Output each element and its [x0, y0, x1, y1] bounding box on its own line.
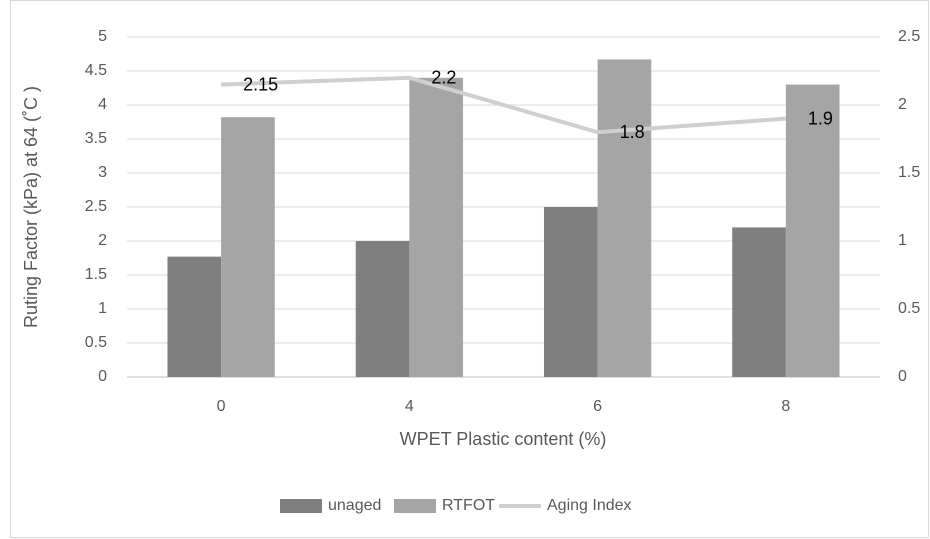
bar	[355, 241, 410, 377]
legend-key	[280, 499, 322, 513]
x-tick-label: 6	[593, 398, 602, 415]
x-tick-label: 0	[217, 398, 226, 415]
data-label: 1.8	[620, 122, 645, 142]
data-label: 1.9	[808, 108, 833, 128]
legend-label: unaged	[328, 497, 381, 514]
bar	[597, 59, 652, 377]
bar	[409, 77, 464, 378]
y-tick-label: 2	[98, 232, 107, 249]
y-tick-label: 3.5	[85, 130, 107, 147]
y2-tick-label: 0	[898, 368, 907, 385]
x-tick-label: 4	[405, 398, 414, 415]
x-axis-title: WPET Plastic content (%)	[400, 429, 607, 449]
legend-label: RTFOT	[442, 497, 495, 514]
y2-tick-label: 1.5	[898, 164, 920, 181]
legend-key	[394, 499, 436, 513]
bar	[543, 207, 598, 377]
bar	[167, 256, 222, 377]
y-tick-label: 4.5	[85, 62, 107, 79]
y-tick-label: 2.5	[85, 198, 107, 215]
y2-tick-label: 2.5	[898, 28, 920, 45]
y-tick-label: 1	[98, 300, 107, 317]
y-tick-label: 0	[98, 368, 107, 385]
legend-label: Aging Index	[547, 497, 632, 514]
y-tick-label: 3	[98, 164, 107, 181]
data-label: 2.2	[431, 68, 456, 88]
data-label: 2.15	[243, 74, 278, 94]
y-axis-title: Ruting Factor (kPa) at 64 (˚C )	[21, 86, 41, 328]
y2-tick-label: 1	[898, 232, 907, 249]
line	[221, 75, 787, 135]
y-tick-label: 1.5	[85, 266, 107, 283]
y2-tick-label: 2	[898, 96, 907, 113]
bar	[785, 84, 840, 377]
bar	[732, 227, 786, 377]
x-tick-label: 8	[781, 398, 790, 415]
bar	[221, 117, 275, 378]
y2-tick-label: 0.5	[898, 300, 920, 317]
y-tick-label: 0.5	[85, 334, 107, 351]
y-tick-label: 5	[98, 28, 107, 45]
y-tick-label: 4	[98, 96, 107, 113]
